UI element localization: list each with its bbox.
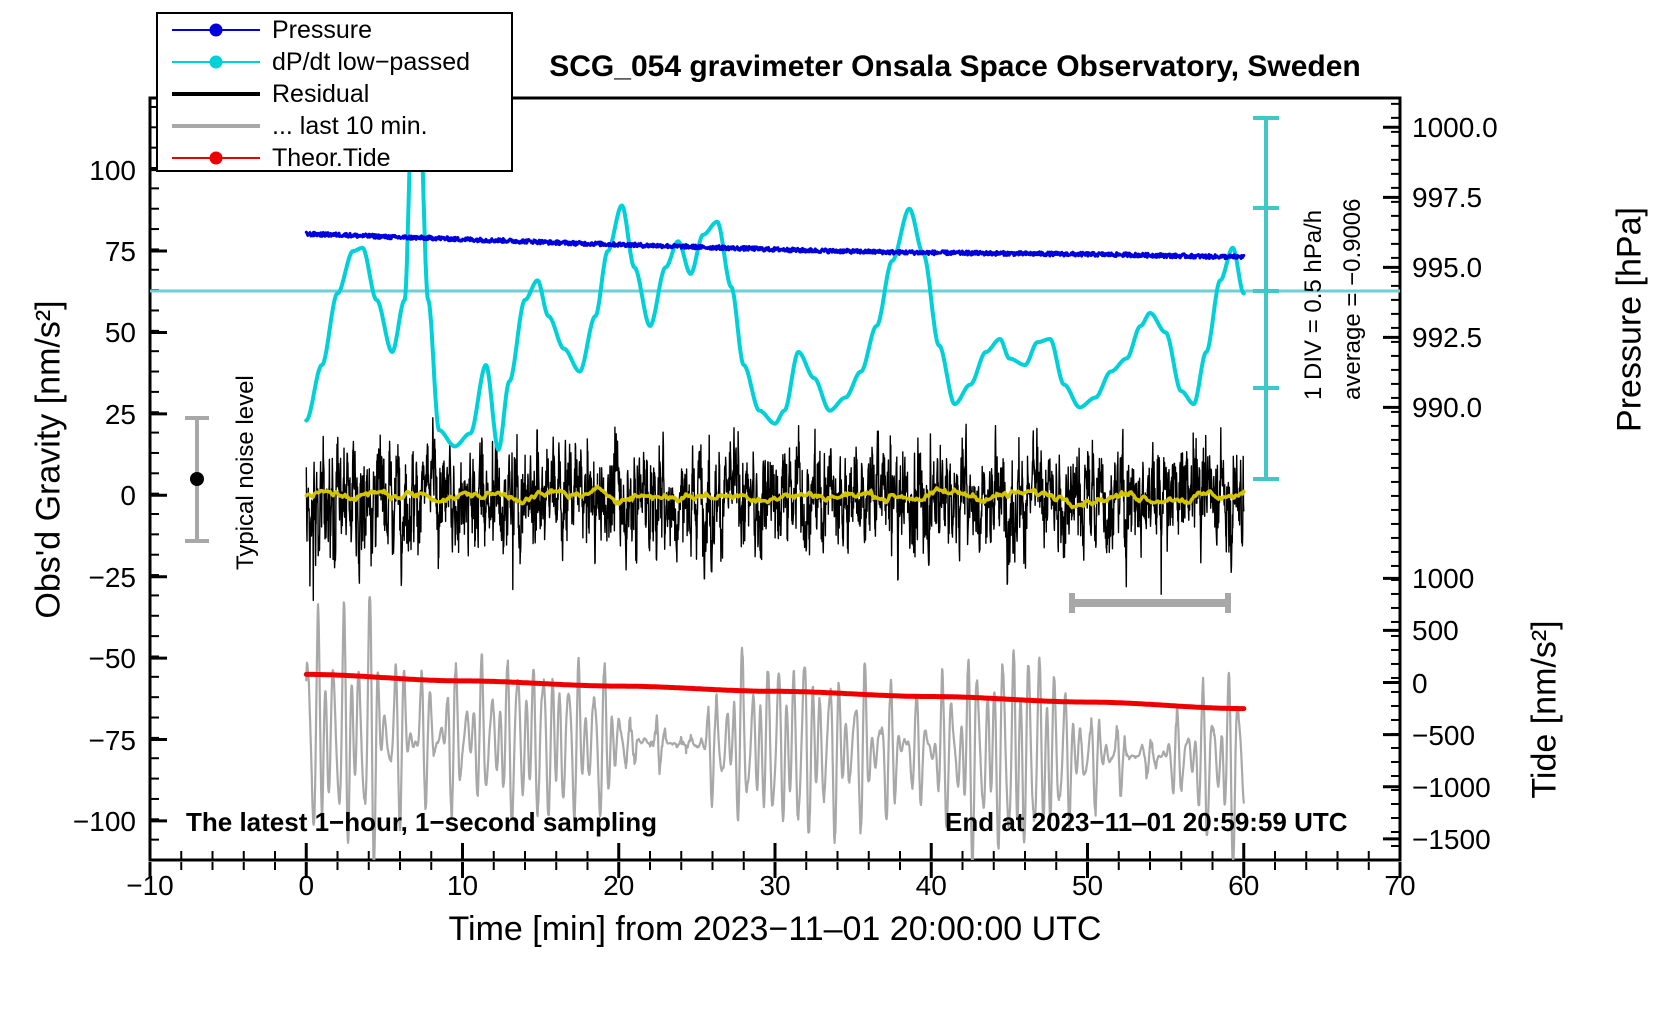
tick-label: 75 bbox=[104, 236, 136, 268]
tick-label: −1500 bbox=[1412, 823, 1491, 855]
tick-label: −1000 bbox=[1412, 771, 1491, 803]
typical-noise-errorbar bbox=[185, 416, 209, 543]
tick-label: 1000 bbox=[1412, 563, 1475, 595]
x-axis-title: Time [min] from 2023−11‒01 20:00:00 UTC bbox=[448, 910, 1102, 948]
series-theor-tide bbox=[303, 671, 1247, 712]
legend-label: Pressure bbox=[272, 15, 373, 44]
dpdt-scale-note: 1 DIV = 0.5 hPa/h bbox=[1300, 209, 1327, 400]
legend-item-1[interactable]: dP/dt low−passed bbox=[158, 46, 511, 78]
tick-label: 100 bbox=[89, 154, 136, 186]
legend-item-4[interactable]: Theor.Tide bbox=[158, 142, 511, 174]
legend-item-0[interactable]: Pressure bbox=[158, 14, 511, 46]
end-time-note: End at 2023−11‒01 20:59:59 UTC bbox=[945, 807, 1348, 837]
tick-label: 0 bbox=[298, 870, 315, 901]
legend-label: dP/dt low−passed bbox=[272, 47, 471, 76]
tick-label: −50 bbox=[88, 643, 137, 675]
series-residual bbox=[305, 417, 1245, 602]
tick-label: 1000.0 bbox=[1412, 112, 1498, 144]
tick-label: 50 bbox=[104, 317, 136, 349]
residual-smoothed-trace bbox=[304, 484, 1246, 510]
tick-label: −75 bbox=[88, 724, 137, 756]
tick-label: 50 bbox=[1071, 870, 1104, 901]
dpdt-scale-bar bbox=[1253, 116, 1279, 481]
series-residual-smoothed bbox=[304, 484, 1246, 510]
legend-item-3[interactable]: ... last 10 min. bbox=[158, 110, 511, 142]
legend-swatch-icon bbox=[172, 149, 260, 167]
tick-label: 10 bbox=[446, 870, 479, 901]
tick-label: −500 bbox=[1412, 719, 1476, 751]
tick-label: 990.0 bbox=[1412, 392, 1483, 424]
tick-label: 25 bbox=[104, 398, 136, 430]
series-pressure bbox=[304, 230, 1246, 261]
tick-label: 30 bbox=[759, 870, 791, 901]
tick-label: 70 bbox=[1384, 870, 1416, 901]
legend-label: ... last 10 min. bbox=[272, 111, 428, 140]
dpdt-average-note: average = −0.9006 bbox=[1339, 198, 1366, 400]
last-10-min-trace bbox=[305, 595, 1245, 860]
noise-level-note: Typical noise level bbox=[232, 375, 259, 570]
legend-marker-dot-icon bbox=[209, 23, 223, 37]
tick-label: 0 bbox=[120, 480, 136, 512]
legend-swatch-icon bbox=[172, 21, 260, 39]
tick-label: 500 bbox=[1412, 615, 1459, 647]
page-title: SCG_054 gravimeter Onsala Space Observat… bbox=[549, 50, 1361, 83]
x-axis-ticks bbox=[148, 843, 1402, 878]
tick-label: 40 bbox=[915, 870, 947, 901]
tick-label: −10 bbox=[126, 870, 174, 901]
legend-marker-dot-icon bbox=[209, 55, 223, 69]
tick-label: 0 bbox=[1412, 667, 1428, 699]
tick-label: 60 bbox=[1228, 870, 1260, 901]
legend-label: Residual bbox=[272, 79, 370, 108]
legend-swatch-icon bbox=[172, 53, 260, 71]
tick-label: 20 bbox=[603, 870, 635, 901]
dpdt-trace bbox=[304, 98, 1246, 452]
chart-legend: Pressure dP/dt low−passed Residual ... last… bbox=[156, 12, 513, 172]
tick-label: −25 bbox=[88, 561, 137, 593]
tick-label: 995.0 bbox=[1412, 252, 1483, 284]
y-axis-left-title: Obs'd Gravity [nm/s²] bbox=[29, 300, 68, 619]
y-axis-right-pressure-title: Pressure [hPa] bbox=[1610, 207, 1649, 432]
pressure-trace bbox=[304, 230, 1246, 261]
residual-trace bbox=[305, 417, 1245, 602]
legend-swatch-icon bbox=[172, 85, 260, 103]
tick-label: 992.5 bbox=[1412, 322, 1483, 354]
tick-label: −100 bbox=[72, 805, 136, 837]
legend-marker-dot-icon bbox=[209, 151, 223, 165]
last-10-min-bar bbox=[1069, 593, 1231, 613]
series-dpdt bbox=[304, 98, 1246, 452]
legend-label: Theor.Tide bbox=[272, 143, 391, 172]
legend-item-2[interactable]: Residual bbox=[158, 78, 511, 110]
legend-swatch-icon bbox=[172, 117, 260, 135]
y-axis-right-tide-title: Tide [nm/s²] bbox=[1525, 620, 1564, 799]
series-last10min bbox=[305, 595, 1245, 860]
tick-label: 997.5 bbox=[1412, 182, 1483, 214]
y-axis-right-ticks bbox=[1383, 102, 1400, 861]
theor-tide-trace bbox=[303, 671, 1247, 712]
sampling-note: The latest 1−hour, 1−second sampling bbox=[186, 807, 658, 837]
y-axis-left-ticks bbox=[150, 105, 167, 861]
